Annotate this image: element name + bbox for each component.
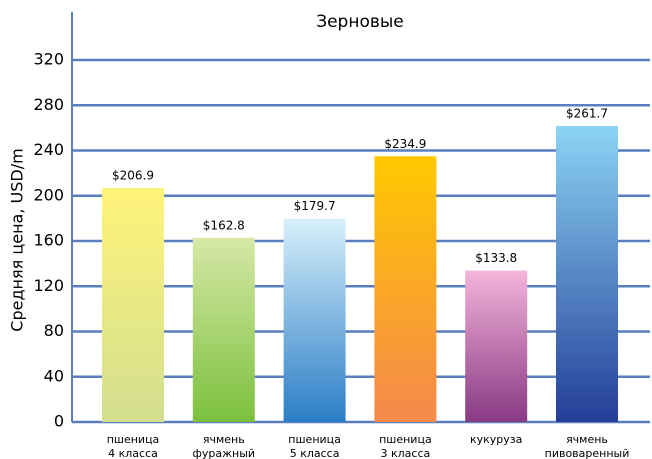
- y-tick-label: 0: [54, 412, 64, 431]
- x-tick-label: фуражный: [193, 447, 256, 459]
- x-tick-label: 4 класса: [108, 447, 158, 459]
- x-tick-label: пшеница: [107, 433, 160, 446]
- y-tick-label: 320: [33, 50, 64, 69]
- y-tick-label: 80: [44, 321, 64, 340]
- y-tick-label: 40: [44, 366, 64, 385]
- x-tick-label: ячмень: [566, 433, 608, 446]
- y-tick-label: 280: [33, 95, 64, 114]
- y-axis-label: Средняя цена, USD/m: [8, 148, 27, 331]
- value-label: $234.9: [384, 137, 426, 151]
- bar: [283, 218, 346, 422]
- value-label: $179.7: [294, 199, 336, 213]
- x-tick-label: 3 класса: [381, 447, 431, 459]
- x-tick-label: пшеница: [288, 433, 341, 446]
- x-tick-label: ячмень: [203, 433, 245, 446]
- bar: [102, 187, 164, 422]
- x-tick-label: кукуруза: [470, 433, 522, 446]
- y-tick-label: 240: [33, 140, 64, 159]
- y-tick-label: 160: [33, 231, 64, 250]
- value-label: $261.7: [566, 106, 608, 120]
- bar: [374, 156, 437, 422]
- bar: [556, 125, 618, 422]
- x-tick-label: пшеница: [379, 433, 432, 446]
- value-label: $206.9: [112, 168, 154, 182]
- bar: [192, 237, 255, 422]
- chart-title: Зерновые: [316, 12, 404, 32]
- bar: [465, 270, 528, 422]
- value-label: $133.8: [475, 251, 517, 265]
- x-tick-label: 5 класса: [290, 447, 340, 459]
- y-tick-label: 200: [33, 185, 64, 204]
- y-tick-label: 120: [33, 276, 64, 295]
- x-tick-label: пивоваренный: [545, 447, 630, 459]
- value-label: $162.8: [203, 218, 245, 232]
